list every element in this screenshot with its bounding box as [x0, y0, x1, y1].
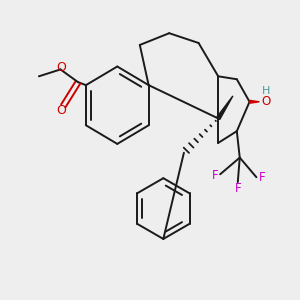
Text: F: F	[235, 182, 242, 195]
Text: F: F	[259, 171, 266, 184]
Polygon shape	[217, 96, 233, 119]
Text: O: O	[261, 95, 270, 108]
Polygon shape	[250, 100, 259, 103]
Text: F: F	[212, 169, 218, 182]
Text: O: O	[56, 104, 66, 117]
Text: O: O	[57, 61, 67, 74]
Text: H: H	[262, 86, 270, 96]
